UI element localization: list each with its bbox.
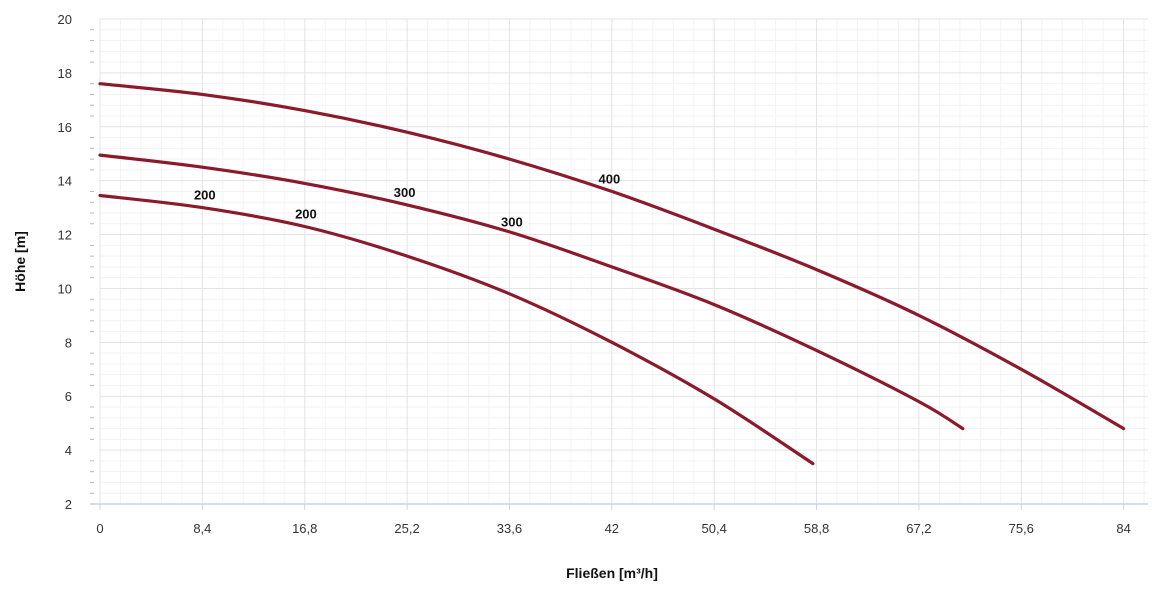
y-tick-label: 8 <box>65 335 72 350</box>
curve-label-400: 400 <box>599 171 621 186</box>
x-tick-label: 58,8 <box>804 521 829 536</box>
x-axis-title: Fließen [m³/h] <box>566 565 658 581</box>
minor-grid <box>90 19 1148 504</box>
y-tick-label: 16 <box>58 120 72 135</box>
curve-label-200: 200 <box>295 206 317 221</box>
y-tick-label: 4 <box>65 443 72 458</box>
curve-label-300: 300 <box>501 214 523 229</box>
y-tick-label: 6 <box>65 389 72 404</box>
x-tick-label: 67,2 <box>906 521 931 536</box>
series-line-300 <box>98 153 965 431</box>
x-tick-label: 16,8 <box>292 521 317 536</box>
curve-labels: 200 200 300 300 400 <box>194 171 620 229</box>
series-layer <box>98 82 1126 466</box>
x-tick-label: 42 <box>605 521 619 536</box>
y-tick-label: 20 <box>58 12 72 27</box>
x-tick-label: 25,2 <box>394 521 419 536</box>
y-tick-label: 12 <box>58 228 72 243</box>
x-tick-label: 33,6 <box>497 521 522 536</box>
x-tick-label: 75,6 <box>1009 521 1034 536</box>
y-axis-ticks: 2 4 6 8 10 12 14 16 18 20 <box>58 12 72 512</box>
x-tick-label: 84 <box>1116 521 1130 536</box>
y-tick-label: 18 <box>58 66 72 81</box>
curve-label-300: 300 <box>394 185 416 200</box>
y-tick-label: 14 <box>58 174 72 189</box>
x-tick-label: 0 <box>96 521 103 536</box>
y-tick-label: 10 <box>58 281 72 296</box>
series-line-200 <box>98 193 815 466</box>
major-grid <box>99 18 1148 505</box>
series-line-400 <box>98 82 1126 431</box>
x-axis-ticks: 0 8,4 16,8 25,2 33,6 42 50,4 58,8 67,2 75,6 84 <box>96 504 1131 536</box>
y-axis-title: Höhe [m] <box>12 231 28 292</box>
y-tick-label: 2 <box>65 497 72 512</box>
x-tick-label: 50,4 <box>702 521 727 536</box>
x-tick-label: 8,4 <box>193 521 211 536</box>
curve-label-200: 200 <box>194 188 216 203</box>
